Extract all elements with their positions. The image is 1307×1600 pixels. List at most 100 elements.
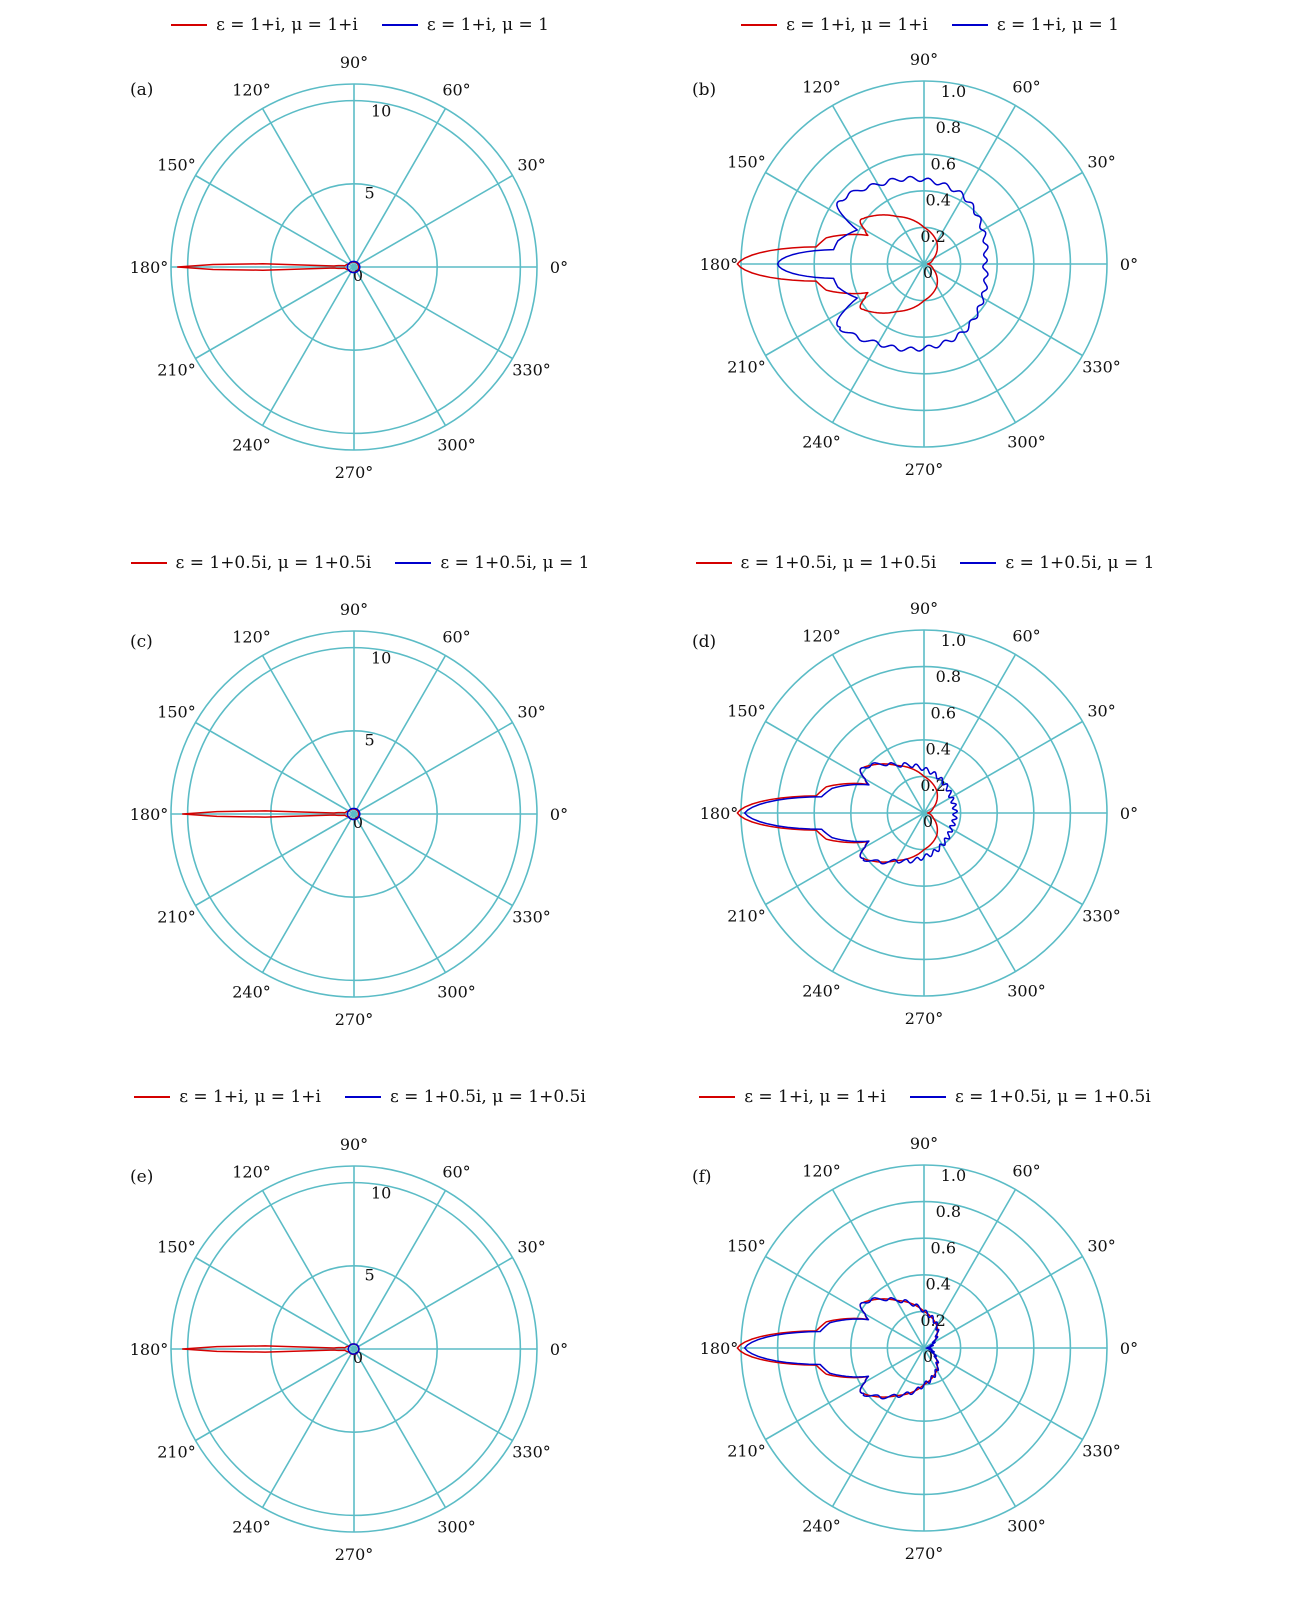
series-line-blue xyxy=(346,260,361,274)
grid-spoke xyxy=(195,266,355,360)
panel-label: (e) xyxy=(130,1167,153,1187)
panel-label: (f) xyxy=(692,1167,712,1187)
grid-spoke xyxy=(831,1347,925,1507)
radial-tick-label: 1.0 xyxy=(941,82,966,101)
angle-tick-label: 210° xyxy=(727,1442,766,1461)
panel-label: (a) xyxy=(130,80,153,100)
legend-item: ε = 1+i, μ = 1+i xyxy=(699,1087,886,1107)
angle-tick-label: 210° xyxy=(727,358,766,377)
grid-spoke xyxy=(261,266,355,426)
legend-label: ε = 1+0.5i, μ = 1 xyxy=(1005,553,1155,573)
grid-spoke xyxy=(765,812,925,906)
grid-spoke xyxy=(923,263,1017,423)
grid-spoke xyxy=(195,721,355,815)
angle-tick-label: 120° xyxy=(232,1162,271,1181)
angle-tick-label: 210° xyxy=(727,907,766,926)
grid-spoke xyxy=(195,1256,355,1350)
angle-tick-label: 180° xyxy=(130,805,169,824)
legend-label: ε = 1+0.5i, μ = 1+0.5i xyxy=(740,553,937,573)
radial-tick-label: 0.4 xyxy=(925,740,950,759)
angle-tick-label: 90° xyxy=(910,50,938,69)
angle-tick-label: 120° xyxy=(802,1161,841,1180)
grid-spoke xyxy=(353,1348,513,1442)
angle-tick-label: 330° xyxy=(512,361,551,380)
angle-tick-label: 330° xyxy=(1082,907,1121,926)
legend-swatch xyxy=(381,24,418,26)
angle-tick-label: 330° xyxy=(1082,1442,1121,1461)
angle-tick-label: 300° xyxy=(437,436,476,455)
grid-spoke xyxy=(353,108,447,268)
angle-tick-label: 300° xyxy=(437,1518,476,1537)
grid-spoke xyxy=(261,1190,355,1350)
radial-tick-label: 0 xyxy=(923,263,933,282)
radial-tick-label: 10 xyxy=(371,1183,391,1202)
angle-tick-label: 60° xyxy=(1012,1161,1040,1180)
grid-spoke xyxy=(923,720,1083,814)
angle-tick-label: 90° xyxy=(340,600,368,619)
angle-tick-label: 30° xyxy=(517,1238,545,1257)
angle-tick-label: 180° xyxy=(130,258,169,277)
angle-tick-label: 180° xyxy=(700,1339,739,1358)
grid-spoke xyxy=(923,1255,1083,1349)
angle-tick-label: 300° xyxy=(1007,1517,1046,1536)
legend-label: ε = 1+i, μ = 1+i xyxy=(786,15,928,35)
legend-swatch xyxy=(909,1096,946,1098)
angle-tick-label: 90° xyxy=(910,599,938,618)
angle-tick-label: 270° xyxy=(905,460,944,479)
panel-label: (c) xyxy=(130,632,153,652)
radial-tick-label: 0 xyxy=(353,1348,363,1367)
angle-tick-label: 60° xyxy=(442,80,470,99)
series-line-blue xyxy=(743,1297,940,1400)
legend-b: ε = 1+i, μ = 1+i ε = 1+i, μ = 1 xyxy=(680,10,1180,40)
legend-item: ε = 1+0.5i, μ = 1+0.5i xyxy=(909,1087,1151,1107)
radial-tick-label: 10 xyxy=(371,648,391,667)
radial-tick-label: 0.8 xyxy=(936,1202,961,1221)
grid-spoke xyxy=(831,1189,925,1349)
radial-tick-label: 0.6 xyxy=(931,703,956,722)
grid-spoke xyxy=(923,812,1083,906)
angle-tick-label: 270° xyxy=(905,1544,944,1563)
legend-label: ε = 1+i, μ = 1 xyxy=(996,15,1119,35)
grid-spoke xyxy=(923,1347,1017,1507)
radial-tick-label: 0 xyxy=(353,813,363,832)
radial-tick-label: 1.0 xyxy=(941,1166,966,1185)
grid-spoke xyxy=(261,813,355,973)
grid-spoke xyxy=(353,721,513,815)
radial-tick-label: 0 xyxy=(923,1347,933,1366)
grid-spoke xyxy=(923,1189,1017,1349)
radial-tick-label: 0.4 xyxy=(925,1275,950,1294)
grid-spoke xyxy=(923,1347,1083,1441)
series-line-red xyxy=(736,763,939,863)
legend-swatch xyxy=(741,24,778,26)
radial-tick-label: 0 xyxy=(353,266,363,285)
angle-tick-label: 0° xyxy=(550,805,568,824)
angle-tick-label: 240° xyxy=(802,982,841,1001)
angle-tick-label: 150° xyxy=(157,703,196,722)
series-line-blue xyxy=(347,1343,360,1355)
panel-label: (b) xyxy=(692,80,716,100)
legend-swatch xyxy=(699,1096,736,1098)
legend-item: ε = 1+i, μ = 1 xyxy=(951,15,1119,35)
legend-swatch xyxy=(130,562,167,564)
angle-tick-label: 30° xyxy=(1087,1237,1115,1256)
legend-swatch xyxy=(134,1096,171,1098)
radial-tick-label: 1.0 xyxy=(941,631,966,650)
grid-spoke xyxy=(261,655,355,815)
angle-tick-label: 60° xyxy=(442,1162,470,1181)
legend-item: ε = 1+i, μ = 1+i xyxy=(134,1087,321,1107)
radial-tick-label: 0 xyxy=(923,812,933,831)
legend-item: ε = 1+0.5i, μ = 1 xyxy=(395,553,589,573)
grid-spoke xyxy=(353,813,447,973)
grid-spoke xyxy=(765,720,925,814)
angle-tick-label: 180° xyxy=(130,1340,169,1359)
angle-tick-label: 300° xyxy=(1007,982,1046,1001)
grid-spoke xyxy=(923,171,1083,265)
angle-tick-label: 330° xyxy=(512,1443,551,1462)
angle-tick-label: 270° xyxy=(335,463,374,482)
legend-item: ε = 1+0.5i, μ = 1+0.5i xyxy=(344,1087,586,1107)
legend-label: ε = 1+0.5i, μ = 1+0.5i xyxy=(954,1087,1151,1107)
grid-spoke xyxy=(923,812,1017,972)
angle-tick-label: 60° xyxy=(1012,626,1040,645)
grid-spoke xyxy=(353,1256,513,1350)
grid-spoke xyxy=(353,1348,447,1508)
